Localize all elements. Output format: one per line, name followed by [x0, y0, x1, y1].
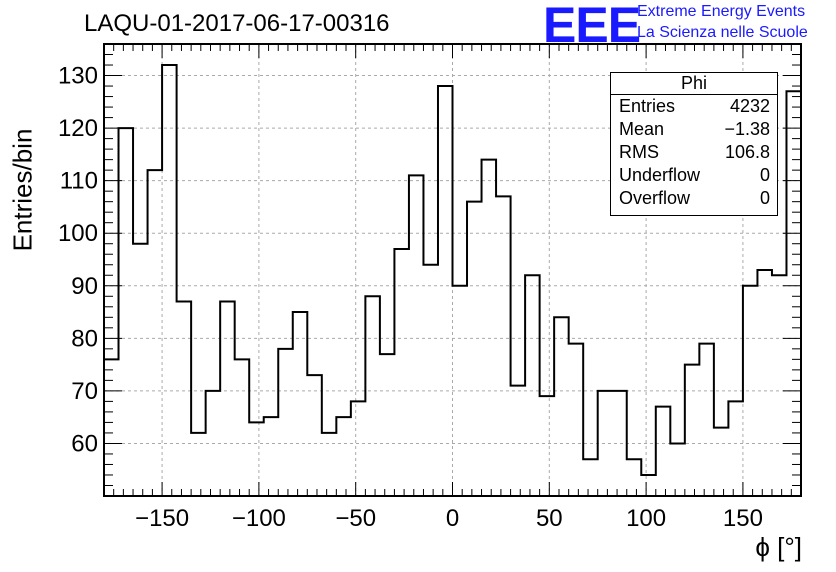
stats-label: Overflow — [619, 188, 691, 208]
logo-subtitle-1: Extreme Energy Events — [637, 3, 806, 20]
y-tick-label: 100 — [58, 220, 98, 247]
stats-value: 106.8 — [724, 142, 770, 162]
stats-box: Phi Entries 4232 Mean −1.38 RMS 106.8 Un… — [610, 72, 778, 216]
y-axis-label-wrap: Entries/bin — [8, 110, 38, 270]
y-tick-label: 120 — [58, 115, 98, 142]
x-tick-label: −100 — [232, 505, 286, 532]
logo-subtitle-2: La Scienza nelle Scuole — [637, 24, 808, 41]
x-tick-label: 150 — [723, 505, 763, 532]
stats-value: 4232 — [729, 96, 770, 116]
y-tick-label: 60 — [71, 430, 98, 457]
stats-row-entries: Entries 4232 — [611, 95, 777, 118]
stats-value: 0 — [759, 188, 770, 208]
axis-ticks — [104, 44, 801, 496]
x-tick-label: −50 — [335, 505, 376, 532]
x-axis-label: ϕ [°] — [755, 532, 802, 562]
x-tick-label: 100 — [626, 505, 666, 532]
y-tick-label: 130 — [58, 63, 98, 90]
x-tick-label: 50 — [536, 505, 563, 532]
histogram-outline — [104, 64, 801, 476]
stats-label: Underflow — [619, 165, 701, 185]
eee-logo: EEE — [543, 0, 641, 53]
y-tick-label: 80 — [71, 325, 98, 352]
y-tick-label: 110 — [60, 168, 98, 195]
x-tick-label: 0 — [446, 505, 459, 532]
stats-row-underflow: Underflow 0 — [611, 164, 777, 187]
stats-row-mean: Mean −1.38 — [611, 118, 777, 141]
y-tick-label: 70 — [71, 378, 98, 405]
stats-label: RMS — [619, 142, 659, 162]
stats-row-rms: RMS 106.8 — [611, 141, 777, 164]
x-tick-label: −150 — [135, 505, 189, 532]
y-tick-label: 90 — [71, 273, 98, 300]
stats-title: Phi — [611, 73, 777, 95]
plot-title: LAQU-01-2017-06-17-00316 — [84, 10, 390, 37]
stats-label: Entries — [619, 96, 676, 116]
y-axis-label: Entries/bin — [7, 128, 38, 252]
stats-row-overflow: Overflow 0 — [611, 187, 777, 210]
stats-value: 0 — [759, 165, 770, 185]
stats-label: Mean — [619, 119, 665, 139]
tick-labels: −150 −100 −50 0 50 100 150 60 70 80 90 100 110 120 130 — [58, 63, 763, 532]
stats-value: −1.38 — [724, 119, 770, 139]
